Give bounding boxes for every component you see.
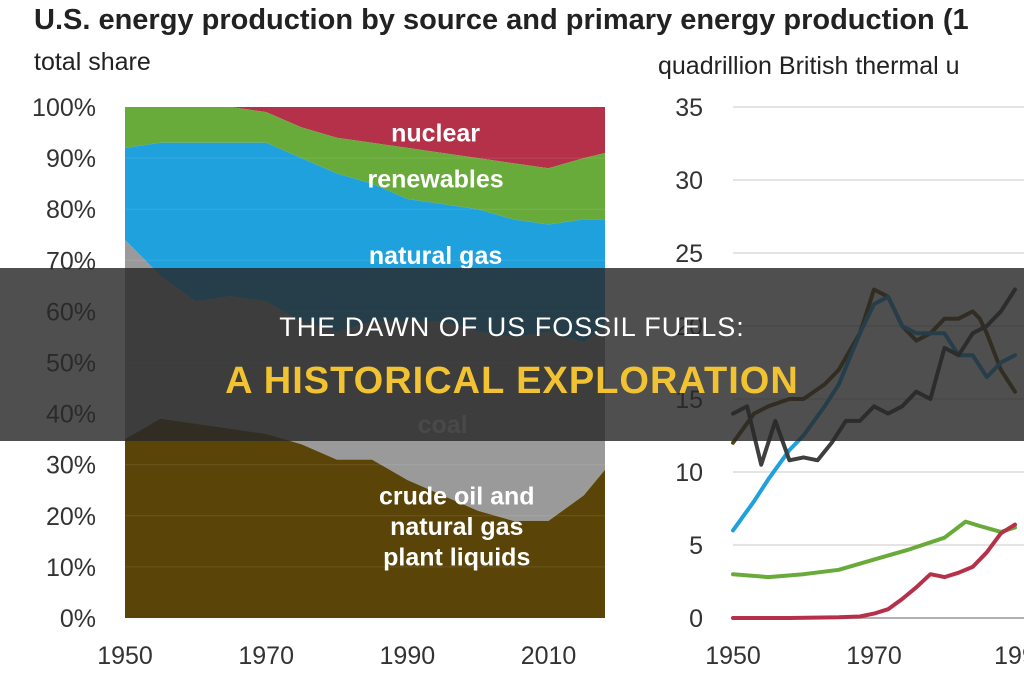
left-x-tick-label: 2010 [521,642,577,670]
chart-title: U.S. energy production by source and pri… [34,4,969,36]
banner-heading: THE DAWN OF US FOSSIL FUELS: [279,312,745,342]
left-x-tick-label: 1970 [238,642,294,670]
area-label: natural gas [390,513,523,541]
area-band-nuclear [125,107,605,169]
left-y-tick-label: 100% [32,94,96,122]
area-label: nuclear [391,120,480,148]
right-y-tick-label: 0 [689,605,703,633]
right-y-tick-label: 10 [675,459,703,487]
right-x-tick-label: 199 [994,642,1024,670]
area-label: renewables [367,166,503,194]
right-y-tick-label: 30 [675,167,703,195]
right-x-tick-label: 1970 [846,642,902,670]
left-y-tick-label: 0% [60,605,96,633]
area-label: plant liquids [383,544,530,572]
title-banner [0,268,1024,441]
line-series-nuclear [731,522,1017,620]
left-y-tick-label: 90% [46,145,96,173]
area-band-renewables [125,107,605,225]
right-x-tick-label: 1950 [705,642,761,670]
area-band-crude_oil [125,418,605,618]
right-chart-subtitle: quadrillion British thermal u [658,52,960,80]
left-x-tick-label: 1990 [380,642,436,670]
right-y-tick-label: 25 [675,240,703,268]
left-y-tick-label: 10% [46,554,96,582]
right-y-tick-label: 35 [675,94,703,122]
right-y-tick-label: 5 [689,532,703,560]
line-series-renewables [731,519,1017,580]
left-y-tick-label: 30% [46,452,96,480]
left-chart-subtitle: total share [34,48,151,76]
left-y-tick-label: 80% [46,196,96,224]
area-label: crude oil and [379,482,535,510]
left-y-tick-label: 20% [46,503,96,531]
left-x-tick-label: 1950 [97,642,153,670]
banner-subheading: A HISTORICAL EXPLORATION [225,360,799,402]
area-label: natural gas [369,242,502,270]
